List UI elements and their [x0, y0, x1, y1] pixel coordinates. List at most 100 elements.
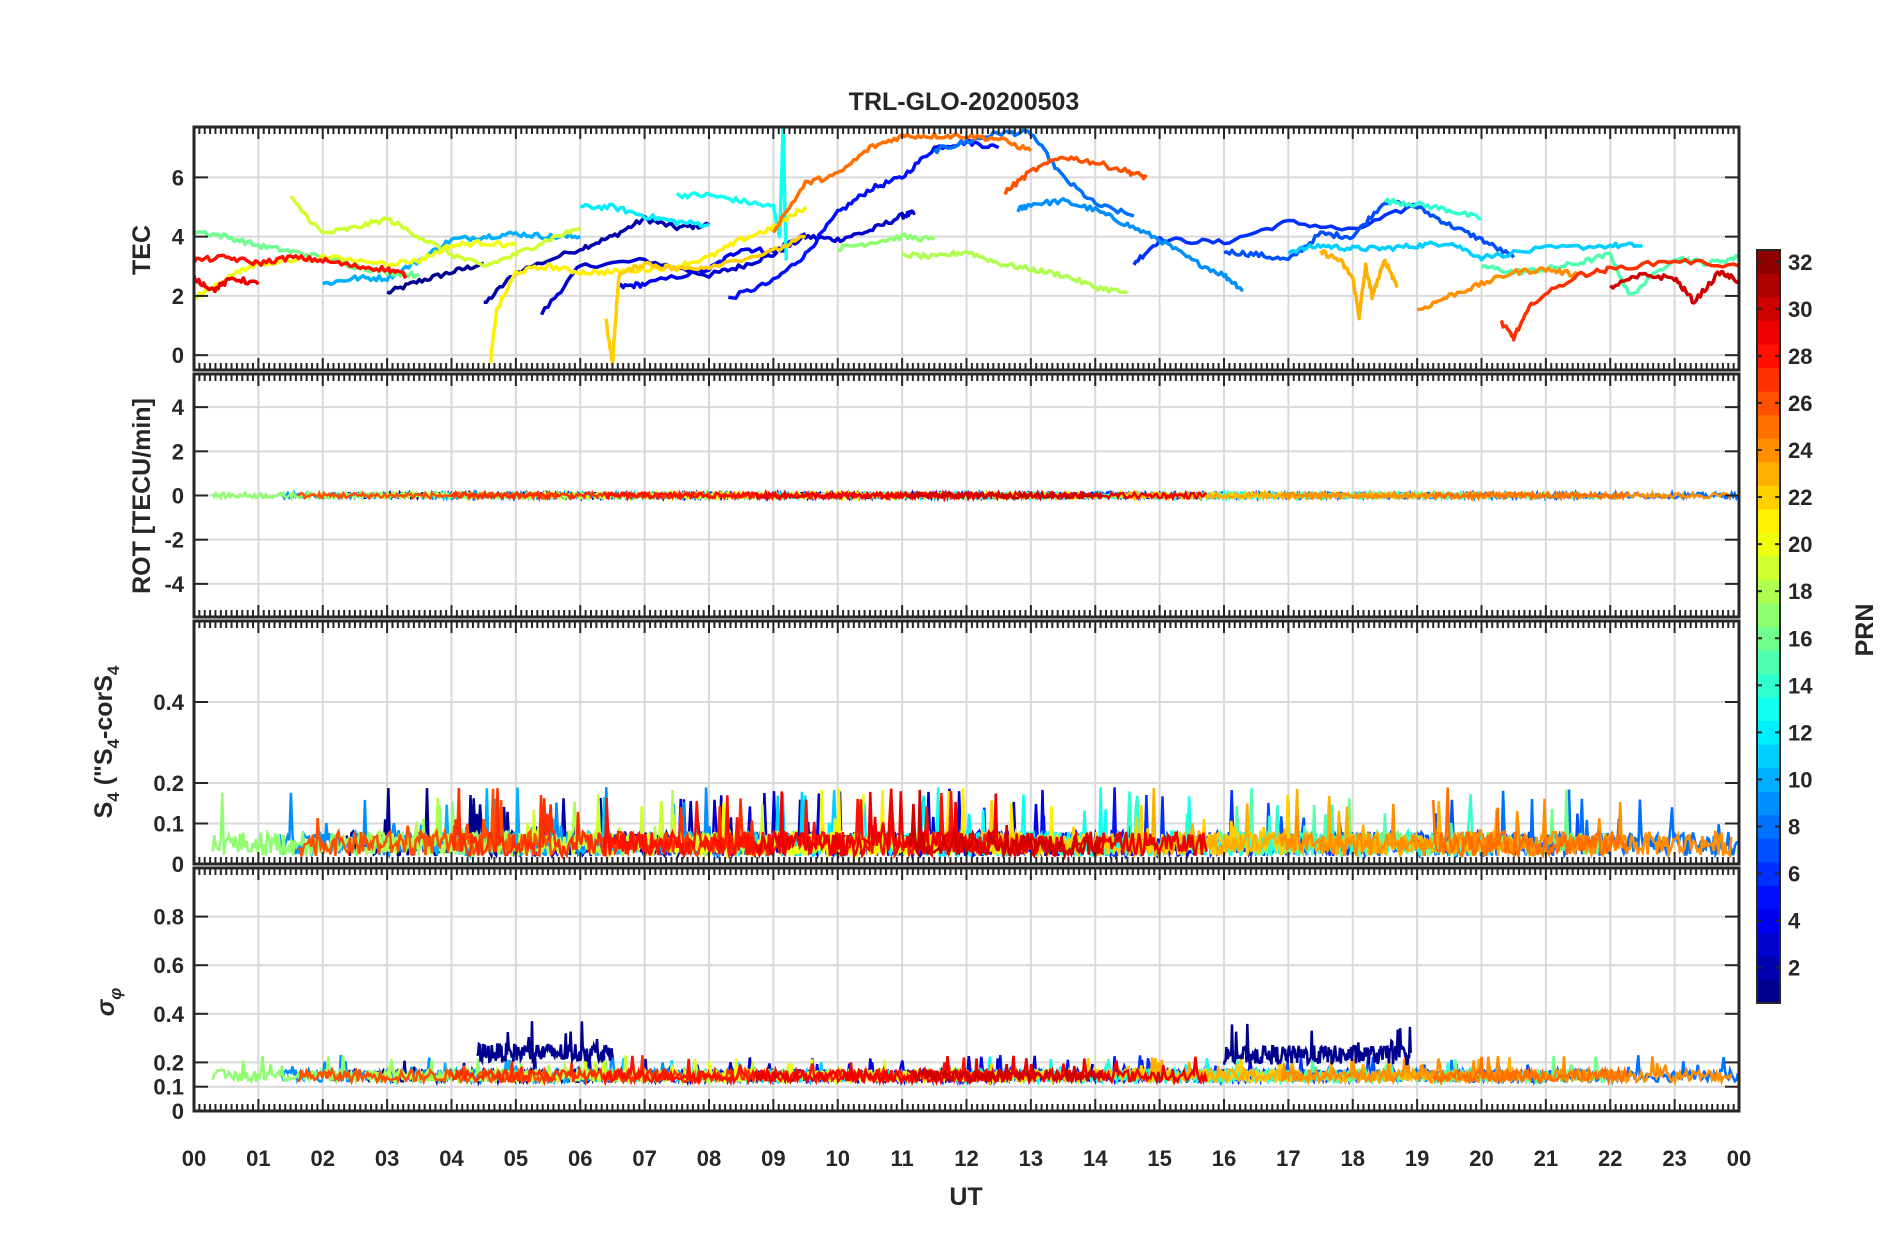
s4-ylabel-sub2: 4	[104, 738, 123, 748]
colorbar-tick-label: 22	[1788, 485, 1812, 510]
x-tick-label: 08	[697, 1146, 721, 1171]
rot-panel: -4 -2 0 2 4 ROT [TECU/min]	[128, 372, 1741, 619]
s4-line-prn-30	[907, 789, 1103, 861]
y-tick-label: 6	[172, 165, 184, 190]
tec-line-prn-13	[675, 127, 789, 261]
tec-line-prn-18	[900, 249, 1129, 295]
colorbar-segment	[1757, 791, 1780, 816]
colorbar-segment	[1757, 602, 1780, 627]
colorbar-segment	[1757, 273, 1780, 298]
colorbar-segment	[1757, 861, 1780, 886]
s4-line-prn-25	[1431, 787, 1628, 860]
colorbar-tick-label: 18	[1788, 579, 1812, 604]
x-tick-label: 21	[1534, 1146, 1558, 1171]
sigma-line-prn-30	[907, 1064, 1103, 1086]
x-tick-label: 15	[1147, 1146, 1171, 1171]
x-tick-label: 03	[375, 1146, 399, 1171]
y-tick-label: 2	[172, 439, 184, 464]
x-tick-label: 18	[1341, 1146, 1365, 1171]
rot-line-prn-18	[364, 489, 753, 502]
colorbar-segment	[1757, 461, 1780, 486]
colorbar-tick-label: 20	[1788, 532, 1812, 557]
colorbar-segment	[1757, 767, 1780, 792]
colorbar-segment	[1757, 908, 1780, 933]
s4-ylabel-sub3: 4	[104, 665, 123, 675]
sigma-y-ticks: 00.10.2 0.4 0.6 0.8	[153, 905, 1739, 1124]
colorbar-segment	[1757, 344, 1780, 369]
s4-line-prn-20	[669, 789, 865, 860]
s4-ylabel: S4 ("S4-corS4	[90, 665, 123, 818]
colorbar-segment	[1757, 532, 1780, 557]
colorbar-segment	[1757, 485, 1780, 510]
x-tick-label: 11	[890, 1146, 913, 1171]
s4-ylabel-open: ("S	[90, 748, 118, 792]
x-tick-label: 09	[761, 1146, 785, 1171]
y-tick-label: 0.8	[153, 905, 184, 930]
colorbar-segment	[1757, 673, 1780, 698]
tec-line-prn-22	[604, 234, 806, 366]
x-tick-label: 00	[182, 1146, 206, 1171]
s4-y-ticks: 0 0.1 0.2 0.4	[153, 690, 1739, 877]
y-tick-label: 0.4	[153, 690, 184, 715]
tec-line-prn-23	[1319, 248, 1399, 321]
tec-line-prn-29	[194, 275, 260, 294]
tec-line-prn-7	[1223, 198, 1516, 262]
x-tick-label: 14	[1083, 1146, 1108, 1171]
rot-line-prn-30	[907, 489, 1103, 503]
colorbar-tick-label: 14	[1788, 673, 1813, 698]
colorbar-segment	[1757, 320, 1780, 345]
tec-line-prn-26	[1003, 155, 1148, 196]
colorbar-label: PRN	[1851, 604, 1879, 657]
colorbar-tick-label: 26	[1788, 391, 1812, 416]
sigma-ylabel-sub: φ	[106, 988, 125, 1000]
tec-line-prn-19	[289, 195, 582, 268]
tec-line-prn-30	[1609, 269, 1739, 305]
s4-ylabel-sub: 4	[104, 792, 123, 802]
x-tick-labels: 00 01 02 03 04 05 06 07 08 09 10 11 12 13 14 15 16 17 18 19…	[182, 1146, 1751, 1171]
sigma-ylabel-main: σ	[92, 998, 120, 1016]
colorbar-segment	[1757, 250, 1780, 275]
sigma-line-prn-25	[1432, 1056, 1628, 1087]
rot-y-ticks: -4 -2 0 2 4	[164, 395, 1739, 597]
tec-line-prn-28	[194, 253, 408, 279]
colorbar-segment	[1757, 932, 1780, 957]
tec-line-prn-6	[1132, 202, 1418, 266]
tec-line-prn-3	[540, 209, 916, 316]
colorbar-segment	[1757, 697, 1780, 722]
s4-ylabel-main: S	[90, 802, 118, 819]
sigma-line-prn-26	[297, 1065, 557, 1086]
sigma-enhancement-0	[476, 1021, 614, 1066]
tec-series	[194, 127, 1739, 366]
colorbar-tick-label: 32	[1788, 250, 1812, 275]
colorbar-tick-label: 28	[1788, 344, 1812, 369]
x-tick-label: 12	[954, 1146, 978, 1171]
tec-panel: 0 2 4 6 TEC	[128, 125, 1741, 372]
tec-line-prn-17	[837, 232, 936, 253]
x-tick-label: 01	[246, 1146, 270, 1171]
tec-line-prn-20	[194, 238, 518, 300]
x-tick-label: 05	[504, 1146, 528, 1171]
y-tick-label: 0.1	[153, 812, 184, 837]
y-tick-label: 0	[172, 484, 184, 509]
tec-ylabel: TEC	[128, 225, 156, 275]
x-tick-label: 17	[1276, 1146, 1300, 1171]
x-tick-label: 02	[311, 1146, 335, 1171]
colorbar-tick-label: 10	[1788, 767, 1812, 792]
colorbar-segment	[1757, 955, 1780, 980]
tec-line-prn-9	[1016, 197, 1244, 292]
colorbar-segment	[1757, 650, 1780, 675]
colorbar-gradient	[1757, 250, 1780, 1004]
y-tick-label: 0.4	[153, 1002, 184, 1027]
rot-line-prn-24	[1280, 489, 1733, 503]
tec-line-prn-12	[580, 202, 710, 229]
sigma-series	[211, 1021, 1739, 1087]
x-tick-label: 19	[1405, 1146, 1429, 1171]
y-tick-label: 0.2	[153, 1050, 184, 1075]
colorbar-tick-label: 8	[1788, 815, 1800, 840]
s4-panel: 00.10.20.4 S4 ("S4-corS4	[90, 619, 1741, 877]
y-tick-label: 4	[172, 395, 185, 420]
x-tick-label: 20	[1469, 1146, 1493, 1171]
y-tick-label: 0	[172, 343, 184, 368]
